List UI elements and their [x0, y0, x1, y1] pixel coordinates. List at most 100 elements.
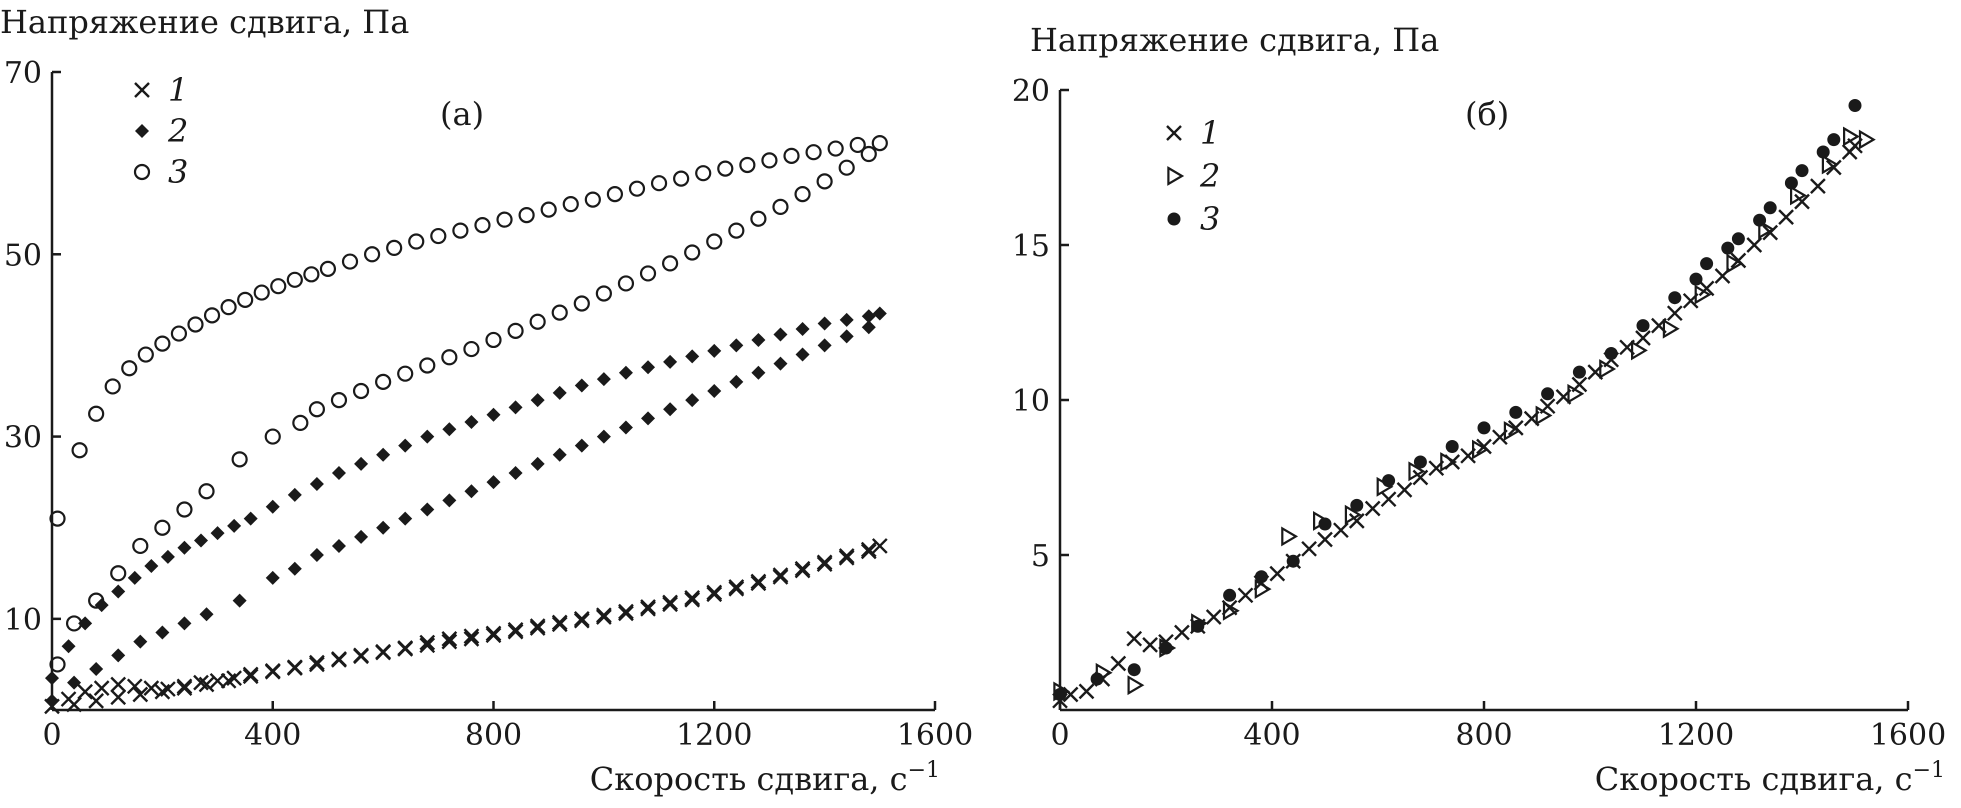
data-point [617, 275, 635, 292]
data-point [88, 693, 104, 709]
data-point [860, 543, 877, 560]
data-point [49, 656, 66, 673]
data-point [93, 680, 110, 696]
data-point [132, 537, 149, 555]
data-point [618, 365, 633, 380]
data-point [132, 686, 149, 703]
data-point [540, 201, 557, 218]
data-point [1662, 318, 1680, 339]
data-point [331, 466, 346, 481]
data-point [573, 295, 590, 312]
data-point [352, 382, 370, 400]
data-point [596, 429, 611, 444]
data-point [1053, 688, 1067, 701]
data-point [177, 616, 192, 631]
data-point [1535, 405, 1553, 426]
data-point [595, 285, 612, 302]
x-tick-label: 1200 [676, 718, 752, 753]
data-point [1794, 193, 1810, 210]
data-point [529, 313, 546, 330]
legend-label: 1 [1200, 114, 1220, 152]
data-point [1477, 421, 1491, 435]
data-point [772, 569, 789, 585]
data-point [805, 144, 822, 161]
data-point [684, 244, 701, 261]
data-point [88, 592, 105, 609]
data-point [1763, 201, 1777, 215]
data-point [596, 372, 611, 387]
data-point [154, 335, 171, 352]
panel-label: (а) [440, 95, 484, 133]
data-point [1191, 619, 1205, 633]
data-point [397, 641, 414, 657]
data-point [872, 306, 887, 321]
legend-marker [1167, 166, 1185, 186]
data-point [1223, 588, 1237, 602]
data-point [1078, 683, 1095, 700]
x-tick-label: 1600 [1870, 718, 1946, 753]
data-point [750, 210, 767, 227]
data-point [127, 570, 142, 585]
data-point [496, 211, 513, 228]
data-point [1821, 154, 1839, 175]
data-point [1254, 579, 1272, 600]
data-point [1721, 241, 1735, 255]
y-tick-label: 30 [4, 421, 42, 456]
data-point [442, 493, 457, 508]
data-point [220, 299, 237, 316]
data-point [1205, 609, 1222, 625]
data-point [232, 593, 247, 608]
data-point [860, 541, 877, 558]
data-point [794, 186, 811, 203]
data-point [618, 605, 634, 622]
data-point [45, 671, 59, 686]
data-point [562, 196, 579, 213]
data-point [464, 484, 479, 499]
data-point [65, 615, 83, 632]
data-point [728, 580, 745, 597]
data-point [420, 502, 435, 517]
data-point [137, 346, 154, 363]
data-point [363, 246, 381, 263]
y-axis-label: Напряжение сдвига, Па [0, 3, 409, 41]
data-point [121, 360, 138, 377]
data-point [265, 570, 280, 585]
data-point [729, 338, 744, 353]
data-point [199, 607, 214, 622]
data-point [485, 625, 502, 642]
data-point [155, 625, 170, 640]
data-point [584, 191, 601, 208]
data-point [673, 170, 690, 187]
data-point [507, 623, 524, 640]
data-point [463, 340, 480, 358]
data-point [1396, 482, 1413, 498]
data-point [685, 349, 700, 364]
data-point [1364, 500, 1381, 517]
data-point [376, 520, 391, 535]
data-point [641, 411, 656, 426]
data-point [177, 540, 192, 555]
data-point [89, 661, 104, 676]
data-point [154, 683, 171, 700]
data-point [507, 621, 524, 638]
data-point [110, 689, 127, 706]
data-point [309, 654, 325, 671]
data-point [1816, 145, 1830, 159]
data-point [518, 206, 535, 224]
data-point [860, 145, 877, 163]
data-point [1317, 531, 1333, 548]
data-point [1858, 129, 1876, 150]
data-point [1142, 637, 1158, 653]
data-point [750, 573, 767, 590]
data-point [442, 422, 457, 437]
data-point [110, 565, 127, 582]
data-point [1254, 570, 1268, 584]
data-point [441, 349, 458, 366]
x-axis-label: Скорость сдвига, с−1 [1595, 758, 1945, 798]
data-point [419, 634, 436, 651]
data-point [1281, 526, 1299, 547]
data-point [1541, 387, 1555, 401]
data-point [761, 152, 778, 169]
data-point [61, 639, 76, 654]
data-point [773, 327, 788, 342]
